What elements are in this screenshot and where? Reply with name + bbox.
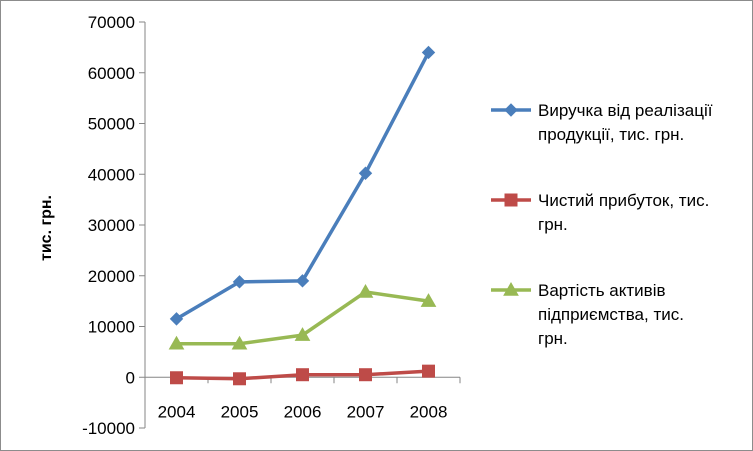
legend-entry-1: Виручка від реалізації продукції, тис. гр… — [491, 101, 713, 144]
legend-label: підприємства, тис. — [538, 305, 684, 324]
data-point — [422, 364, 435, 378]
legend-marker — [503, 281, 519, 296]
data-point — [357, 283, 374, 298]
series-group — [168, 45, 437, 386]
data-point — [296, 368, 309, 382]
series-3 — [168, 283, 437, 350]
series-1 — [169, 45, 436, 326]
data-point — [233, 372, 246, 386]
data-point — [231, 335, 248, 350]
y-tick-label: 40000 — [88, 165, 135, 184]
x-tick-label: 2004 — [158, 402, 196, 421]
legend-entry-2: Чистий прибуток, тис. грн. — [491, 191, 709, 234]
x-tick-label: 2007 — [347, 402, 385, 421]
x-tick-label: 2008 — [410, 402, 448, 421]
data-point — [232, 275, 247, 289]
y-tick-label: -10000 — [82, 419, 135, 438]
data-point — [295, 274, 310, 288]
legend-label: Чистий прибуток, тис. — [538, 191, 709, 210]
y-tick-label: 60000 — [88, 64, 135, 83]
data-point — [420, 293, 437, 307]
y-tick-label: 10000 — [88, 318, 135, 337]
data-point — [170, 371, 183, 385]
y-axis-label: тис. грн. — [38, 195, 55, 261]
y-tick-label: 70000 — [88, 13, 135, 32]
x-tick-label: 2005 — [221, 402, 259, 421]
y-tick-label: 0 — [126, 368, 135, 387]
legend-label: Виручка від реалізації — [538, 101, 713, 120]
legend-label: грн. — [538, 329, 568, 348]
y-tick-label: 50000 — [88, 115, 135, 134]
data-point — [169, 312, 184, 326]
data-point — [294, 327, 311, 341]
y-tick-label: 20000 — [88, 267, 135, 286]
series-2 — [170, 364, 435, 386]
legend-label: грн. — [538, 215, 568, 234]
legend-entry-3: Вартість активів підприємства, тис. грн. — [491, 281, 684, 348]
legend: Виручка від реалізації продукції, тис. гр… — [491, 101, 713, 348]
data-point — [358, 166, 373, 180]
data-point — [421, 45, 436, 60]
data-point — [168, 335, 185, 350]
legend-label: продукції, тис. грн. — [538, 125, 684, 144]
legend-marker — [504, 193, 518, 207]
x-tick-label: 2006 — [284, 402, 322, 421]
data-point — [359, 368, 372, 382]
legend-label: Вартість активів — [538, 281, 666, 300]
axes: -10000 0 10000 20000 30000 40000 50000 60000 700… — [82, 13, 461, 438]
y-tick-label: 30000 — [88, 216, 135, 235]
legend-marker — [504, 103, 518, 117]
